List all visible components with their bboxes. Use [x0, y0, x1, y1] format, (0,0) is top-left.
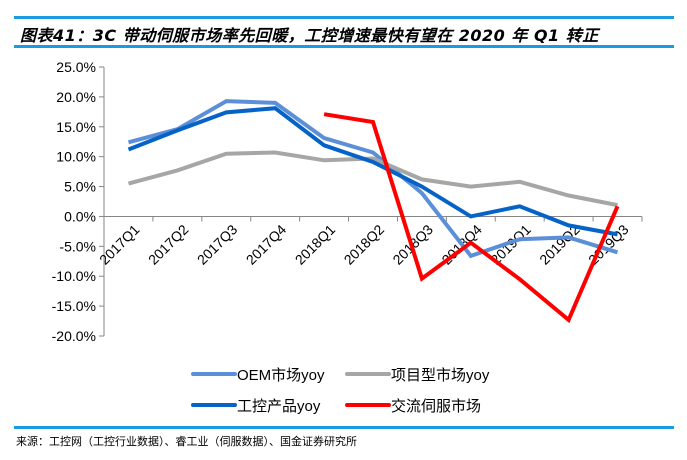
y-tick-label: -5.0% — [59, 238, 96, 254]
title-bottom-rule — [14, 45, 674, 48]
x-tick-label: 2018Q2 — [341, 221, 388, 268]
line-chart: -20.0% -15.0% -10.0% -5.0% 0.0% 5.0% 10.0% 15.0… — [52, 59, 643, 415]
y-tick-label: 0.0% — [64, 208, 96, 224]
legend: OEM市场yoy 项目型市场yoy 工控产品yoy 交流伺服市场 — [191, 367, 490, 415]
y-tick-label: -10.0% — [52, 268, 96, 284]
x-tick-label: 2017Q2 — [145, 221, 192, 268]
title-top-rule — [14, 16, 674, 19]
x-tick-label: 2017Q4 — [243, 221, 290, 268]
x-tick-label: 2017Q1 — [96, 221, 143, 268]
y-tick-label: 15.0% — [56, 119, 96, 135]
y-tick-label: 20.0% — [56, 89, 96, 105]
y-tick-label: 25.0% — [56, 59, 96, 75]
y-tick-label: 5.0% — [64, 179, 96, 195]
series-group — [127, 99, 620, 324]
footer-rule — [14, 426, 674, 429]
chart-title: 图表41：3C 带动伺服市场率先回暖，工控增速最快有望在 2020 年 Q1 转… — [20, 26, 599, 45]
y-tick-label: 10.0% — [56, 149, 96, 165]
source-note: 来源：工控网（工控行业数据）、睿工业（伺服数据）、国金证券研究所 — [16, 435, 357, 448]
axes: -20.0% -15.0% -10.0% -5.0% 0.0% 5.0% 10.0% 15.0… — [52, 59, 643, 344]
y-tick-label: -15.0% — [52, 298, 96, 314]
legend-label: OEM市场yoy — [237, 367, 325, 384]
x-tick-label: 2017Q3 — [194, 221, 241, 268]
legend-label: 交流伺服市场 — [391, 397, 481, 415]
x-tick-label: 2018Q1 — [292, 221, 339, 268]
legend-label: 工控产品yoy — [237, 398, 321, 415]
y-tick-label: -20.0% — [52, 328, 96, 344]
legend-label: 项目型市场yoy — [391, 367, 490, 384]
